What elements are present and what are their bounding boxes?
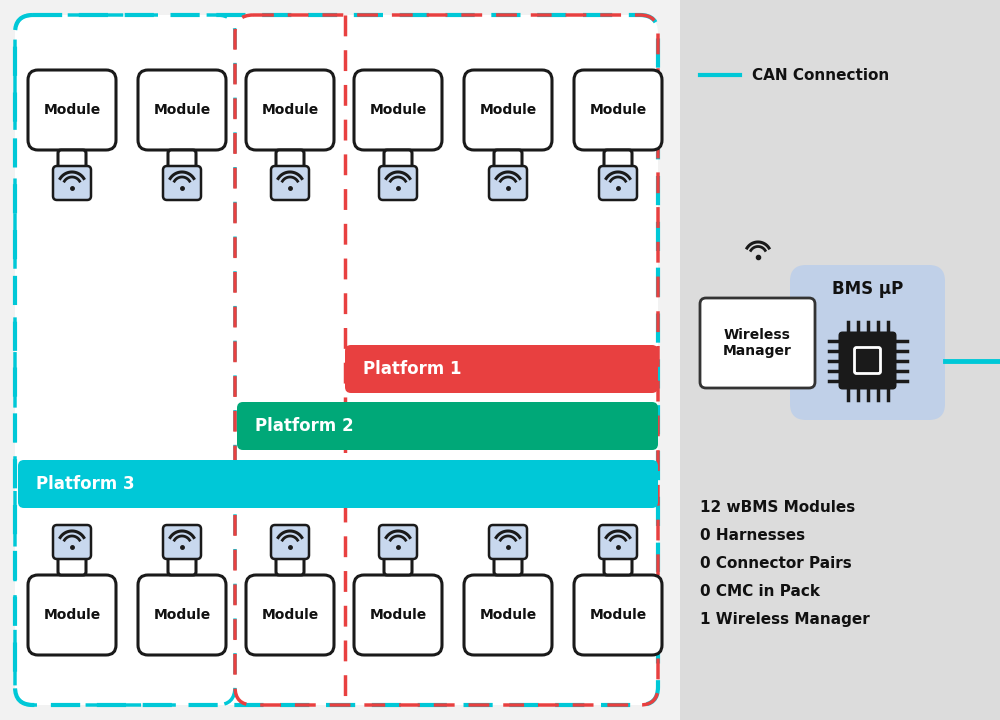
FancyBboxPatch shape — [168, 150, 196, 168]
FancyBboxPatch shape — [53, 525, 91, 559]
FancyBboxPatch shape — [163, 525, 201, 559]
Text: Module: Module — [369, 608, 427, 622]
Text: 0 CMC in Pack: 0 CMC in Pack — [700, 584, 820, 599]
FancyBboxPatch shape — [700, 298, 815, 388]
FancyBboxPatch shape — [384, 150, 412, 168]
FancyBboxPatch shape — [464, 70, 552, 150]
FancyBboxPatch shape — [138, 575, 226, 655]
FancyBboxPatch shape — [790, 265, 945, 420]
FancyBboxPatch shape — [163, 166, 201, 200]
FancyBboxPatch shape — [489, 166, 527, 200]
Text: Module: Module — [479, 103, 537, 117]
FancyBboxPatch shape — [384, 557, 412, 575]
Text: Module: Module — [153, 103, 211, 117]
FancyBboxPatch shape — [246, 575, 334, 655]
Text: Module: Module — [589, 608, 647, 622]
FancyBboxPatch shape — [58, 557, 86, 575]
FancyBboxPatch shape — [271, 525, 309, 559]
FancyBboxPatch shape — [18, 460, 658, 508]
FancyBboxPatch shape — [271, 166, 309, 200]
FancyBboxPatch shape — [604, 150, 632, 168]
FancyBboxPatch shape — [28, 70, 116, 150]
Text: Module: Module — [589, 103, 647, 117]
Text: Module: Module — [479, 608, 537, 622]
FancyBboxPatch shape — [138, 70, 226, 150]
Text: BMS μP: BMS μP — [832, 280, 903, 298]
FancyBboxPatch shape — [354, 70, 442, 150]
FancyBboxPatch shape — [276, 150, 304, 168]
FancyBboxPatch shape — [680, 0, 1000, 720]
FancyBboxPatch shape — [354, 575, 442, 655]
Text: Platform 1: Platform 1 — [363, 360, 462, 378]
FancyBboxPatch shape — [489, 525, 527, 559]
Text: Module: Module — [369, 103, 427, 117]
Text: Module: Module — [153, 608, 211, 622]
FancyBboxPatch shape — [574, 70, 662, 150]
Text: CAN Connection: CAN Connection — [752, 68, 889, 83]
FancyBboxPatch shape — [854, 348, 881, 374]
FancyBboxPatch shape — [237, 402, 658, 450]
FancyBboxPatch shape — [345, 345, 658, 393]
Text: Module: Module — [261, 608, 319, 622]
FancyBboxPatch shape — [379, 166, 417, 200]
FancyBboxPatch shape — [604, 557, 632, 575]
FancyBboxPatch shape — [599, 166, 637, 200]
Text: 12 wBMS Modules: 12 wBMS Modules — [700, 500, 855, 515]
Text: 1 Wireless Manager: 1 Wireless Manager — [700, 612, 870, 627]
FancyBboxPatch shape — [28, 575, 116, 655]
FancyBboxPatch shape — [494, 557, 522, 575]
FancyBboxPatch shape — [58, 150, 86, 168]
FancyBboxPatch shape — [574, 575, 662, 655]
FancyBboxPatch shape — [168, 557, 196, 575]
Text: Platform 3: Platform 3 — [36, 475, 135, 493]
Text: 0 Harnesses: 0 Harnesses — [700, 528, 805, 543]
FancyBboxPatch shape — [494, 150, 522, 168]
FancyBboxPatch shape — [276, 557, 304, 575]
Text: Wireless
Manager: Wireless Manager — [723, 328, 792, 358]
FancyBboxPatch shape — [246, 70, 334, 150]
Text: Platform 2: Platform 2 — [255, 417, 354, 435]
Text: Module: Module — [261, 103, 319, 117]
FancyBboxPatch shape — [379, 525, 417, 559]
FancyBboxPatch shape — [464, 575, 552, 655]
Text: Module: Module — [43, 608, 101, 622]
FancyBboxPatch shape — [599, 525, 637, 559]
FancyBboxPatch shape — [53, 166, 91, 200]
FancyBboxPatch shape — [15, 15, 658, 705]
Text: Module: Module — [43, 103, 101, 117]
FancyBboxPatch shape — [838, 331, 896, 390]
Text: 0 Connector Pairs: 0 Connector Pairs — [700, 556, 852, 571]
